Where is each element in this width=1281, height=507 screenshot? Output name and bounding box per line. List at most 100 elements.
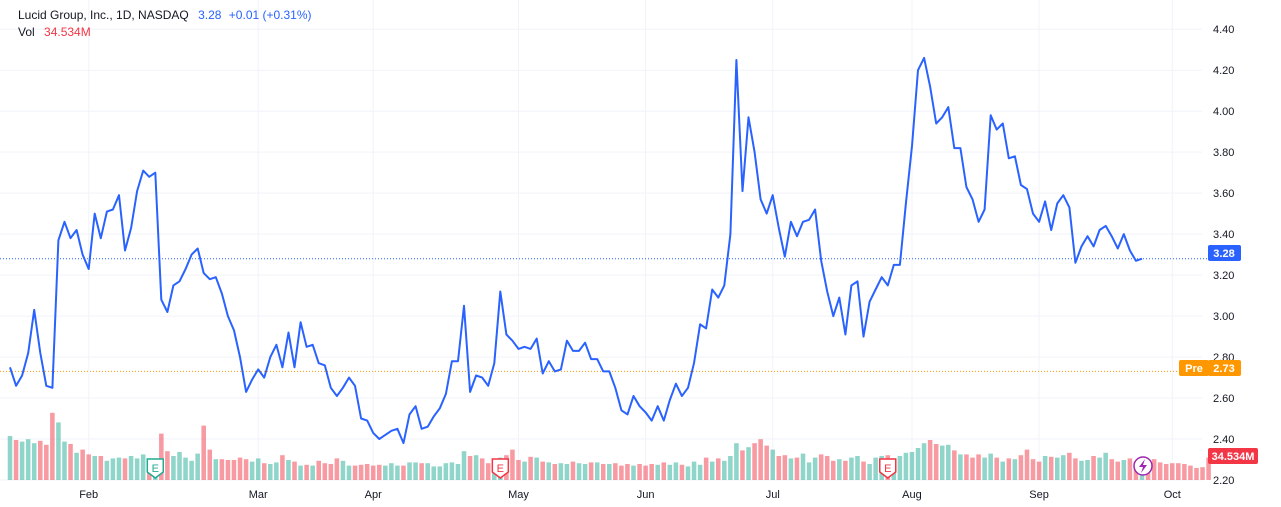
volume-bar bbox=[201, 425, 206, 480]
x-tick-label: Sep bbox=[1029, 489, 1049, 501]
volume-bar bbox=[970, 457, 975, 480]
volume-bar bbox=[558, 463, 564, 480]
volume-bar bbox=[734, 443, 739, 480]
volume-bar bbox=[679, 464, 685, 480]
volume-bar bbox=[952, 450, 957, 480]
x-tick-label: Apr bbox=[365, 489, 382, 501]
lightning-icon[interactable] bbox=[1133, 456, 1153, 476]
volume-bar bbox=[812, 457, 818, 480]
volume-bar bbox=[831, 460, 836, 480]
volume-bar bbox=[165, 451, 170, 480]
x-tick-label: Jun bbox=[637, 489, 655, 501]
volume-bar bbox=[715, 458, 721, 480]
y-tick-label: 3.80 bbox=[1213, 147, 1234, 159]
earnings-marker-label: E bbox=[884, 463, 891, 475]
volume-bar bbox=[534, 457, 539, 480]
earnings-marker-shape bbox=[491, 458, 510, 479]
earnings-marker-shape bbox=[146, 458, 165, 479]
volume-bar bbox=[933, 444, 939, 480]
volume-bar bbox=[389, 463, 394, 480]
volume-bar bbox=[1024, 449, 1030, 480]
y-tick-label: 3.40 bbox=[1213, 229, 1234, 241]
volume-bar bbox=[401, 465, 406, 480]
volume-bar bbox=[746, 447, 751, 480]
volume-bar bbox=[667, 464, 673, 480]
volume-bar bbox=[177, 452, 182, 480]
volume-bar bbox=[195, 453, 200, 480]
volume-bar bbox=[1048, 456, 1054, 480]
volume-badge: 34.534M bbox=[1208, 448, 1258, 464]
volume-bar bbox=[588, 462, 594, 480]
pre-market-badge: Pre 2.73 bbox=[1179, 360, 1241, 376]
earnings-marker[interactable]: E bbox=[491, 458, 510, 479]
volume-bar bbox=[1030, 459, 1036, 480]
volume-bar bbox=[1121, 460, 1127, 480]
volume-bar bbox=[794, 457, 800, 480]
volume-bar bbox=[316, 460, 321, 480]
volume-bar bbox=[867, 464, 872, 480]
volume-bar bbox=[1079, 460, 1084, 480]
volume-bar bbox=[243, 459, 249, 480]
volume-bar bbox=[68, 444, 73, 480]
earnings-marker-label: E bbox=[152, 463, 159, 475]
volume-bar bbox=[425, 463, 430, 480]
volume-bar bbox=[98, 456, 104, 480]
volume-bar bbox=[764, 445, 769, 480]
volume-bar bbox=[782, 455, 788, 480]
y-tick-label: 2.20 bbox=[1213, 475, 1234, 487]
volume-bar bbox=[56, 422, 61, 480]
volume-bar bbox=[328, 464, 334, 480]
volume-bar bbox=[770, 449, 776, 480]
volume-bar bbox=[110, 458, 116, 480]
volume-bar bbox=[728, 456, 733, 480]
volume-bar bbox=[861, 461, 866, 480]
x-axis-labels: Feb Mar Apr May Jun Jul Aug Sep Oct bbox=[79, 489, 1181, 501]
volume-bar bbox=[274, 462, 279, 480]
volume-bar bbox=[691, 461, 697, 480]
y-tick-label: 4.20 bbox=[1213, 65, 1234, 77]
volume-bar bbox=[631, 465, 636, 480]
volume-bar bbox=[1200, 467, 1205, 480]
volume-bar bbox=[510, 449, 515, 480]
volume-bar bbox=[13, 440, 19, 480]
volume-bar bbox=[855, 456, 860, 480]
volume-bar bbox=[116, 457, 122, 480]
volume-bar bbox=[722, 460, 727, 480]
price-change: +0.01 (+0.31%) bbox=[228, 8, 312, 22]
volume-bar bbox=[298, 465, 303, 480]
volume-bar bbox=[479, 458, 485, 480]
volume-bar bbox=[455, 464, 461, 480]
chart-grid bbox=[0, 0, 1202, 481]
volume-bar bbox=[1042, 456, 1048, 480]
volume-bar bbox=[467, 456, 473, 480]
volume-bar bbox=[485, 463, 491, 480]
volume-bar bbox=[1091, 456, 1096, 480]
x-tick-label: May bbox=[508, 489, 529, 501]
volume-bar bbox=[1036, 461, 1042, 480]
volume-bar bbox=[1018, 455, 1024, 480]
volume-bar bbox=[939, 445, 945, 480]
volume-bar bbox=[44, 444, 49, 480]
earnings-marker[interactable]: E bbox=[879, 458, 897, 479]
volume-bar bbox=[516, 460, 521, 480]
volume-bar bbox=[988, 453, 993, 480]
volume-bar bbox=[788, 458, 794, 480]
volume-bar bbox=[159, 433, 164, 480]
volume-bar bbox=[818, 454, 824, 480]
volume-bar bbox=[1073, 458, 1078, 480]
volume-bar bbox=[994, 457, 999, 480]
volume-bar bbox=[7, 436, 13, 480]
volume-bar bbox=[570, 461, 576, 480]
volume-bar bbox=[800, 453, 806, 480]
earnings-marker[interactable]: E bbox=[146, 458, 165, 479]
volume-bar bbox=[709, 461, 715, 480]
volume-bar bbox=[437, 466, 443, 480]
volume-bar bbox=[1000, 461, 1006, 480]
volume-bar bbox=[80, 449, 85, 480]
x-tick-label: Feb bbox=[79, 489, 98, 501]
volume-bar bbox=[304, 464, 309, 480]
volume-bar bbox=[86, 454, 91, 480]
volume-bar bbox=[104, 460, 110, 480]
